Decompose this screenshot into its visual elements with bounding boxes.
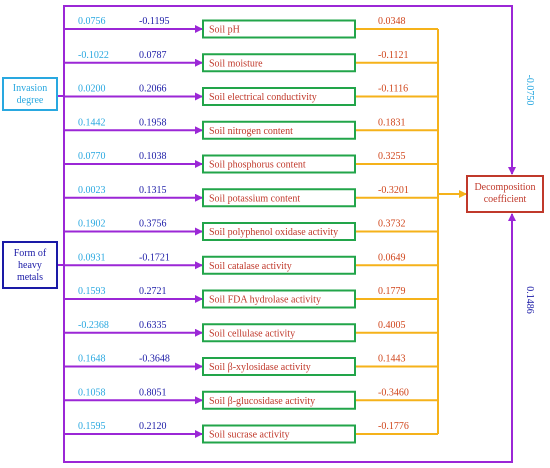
coef-invasion-label: 0.1593 <box>78 286 106 297</box>
mediator-box <box>202 390 356 410</box>
coef-out-label: -0.1776 <box>378 421 409 432</box>
coef-heavy-label: 0.3756 <box>139 219 167 230</box>
mediator-label: Soil moisture <box>209 58 263 69</box>
mediator-label: Soil pH <box>209 25 240 36</box>
coef-out-label: -0.1116 <box>378 84 408 95</box>
coef-out-label: 0.3255 <box>378 151 406 162</box>
decomposition-coefficient-label: coefficient <box>484 194 527 205</box>
coef-heavy-label: 0.0787 <box>139 50 167 61</box>
coef-invasion-label: 0.1058 <box>78 387 106 398</box>
heavy-metals-label: heavy <box>18 260 42 271</box>
coef-heavy-label: -0.3648 <box>139 354 170 365</box>
invasion-degree-label: degree <box>17 95 44 106</box>
coef-invasion-label: 0.1902 <box>78 219 106 230</box>
mediator-label: Soil cellulase activity <box>209 328 295 339</box>
coef-heavy-label: -0.1721 <box>139 252 170 263</box>
mediator-box <box>202 53 356 73</box>
coef-invasion-label: 0.1442 <box>78 117 106 128</box>
coef-out-label: 0.4005 <box>378 320 406 331</box>
coef-invasion-label: -0.2368 <box>78 320 109 331</box>
coef-heavy-label: 0.8051 <box>139 387 167 398</box>
mediator-label: Soil electrical conductivity <box>209 92 317 103</box>
mediator-box <box>202 154 356 174</box>
decomposition-coefficient-label: Decomposition <box>474 182 535 193</box>
coef-invasion-label: 0.1648 <box>78 354 106 365</box>
coef-invasion-label: 0.0770 <box>78 151 106 162</box>
coef-out-label: 0.0649 <box>378 252 406 263</box>
mediator-box <box>202 19 356 39</box>
mediator-box <box>202 222 356 241</box>
mediator-label: Soil potassium content <box>209 193 300 204</box>
coef-out-label: 0.3732 <box>378 219 406 230</box>
heavy-metals-label: Form of <box>14 248 47 259</box>
direct-path-heavy-coef: 0.1486 <box>524 286 535 314</box>
heavy-metals-box <box>2 241 58 289</box>
mediator-box <box>202 188 356 208</box>
mediator-label: Soil β-glucosidase activity <box>209 396 315 407</box>
mediator-label: Soil polyphenol oxidase activity <box>209 227 338 238</box>
coef-invasion-label: 0.0756 <box>78 16 106 27</box>
invasion-degree-label: Invasion <box>13 83 47 94</box>
decomposition-coefficient-box <box>466 175 544 213</box>
mediator-box <box>202 255 356 275</box>
mediator-label: Soil FDA hydrolase activity <box>209 295 321 306</box>
mediator-box <box>202 424 356 444</box>
coef-invasion-label: 0.0023 <box>78 185 106 196</box>
mediator-box <box>202 289 356 309</box>
mediator-label: Soil β-xylosidase activity <box>209 362 311 373</box>
mediator-label: Soil catalase activity <box>209 261 292 272</box>
direct-path-heavy-line <box>63 213 516 463</box>
mediator-label: Soil phosphorus content <box>209 160 306 171</box>
coef-out-label: 0.1443 <box>378 354 406 365</box>
heavy-metals-label: metals <box>17 272 43 283</box>
coef-out-label: -0.1121 <box>378 50 408 61</box>
mediator-box <box>202 323 356 343</box>
mediator-box <box>202 87 356 106</box>
coef-out-label: 0.1831 <box>378 117 406 128</box>
mediator-label: Soil nitrogen content <box>209 126 293 137</box>
coef-invasion-label: 0.1595 <box>78 421 106 432</box>
direct-path-invasion-coef: -0.0750 <box>524 75 535 106</box>
coef-heavy-label: 0.2120 <box>139 421 167 432</box>
coef-out-label: 0.0348 <box>378 16 406 27</box>
invasion-degree-box <box>2 77 58 111</box>
coef-heavy-label: 0.2066 <box>139 84 167 95</box>
coef-out-label: 0.1779 <box>378 286 406 297</box>
coef-heavy-label: 0.1315 <box>139 185 167 196</box>
mediator-box <box>202 120 356 140</box>
coef-invasion-label: 0.0200 <box>78 84 106 95</box>
coef-heavy-label: -0.1195 <box>139 16 169 27</box>
coef-heavy-label: 0.1958 <box>139 117 167 128</box>
coef-out-label: -0.3201 <box>378 185 409 196</box>
coef-heavy-label: 0.1038 <box>139 151 167 162</box>
coef-heavy-label: 0.6335 <box>139 320 167 331</box>
direct-path-invasion-line <box>63 5 516 175</box>
mediator-box <box>202 357 356 376</box>
coef-heavy-label: 0.2721 <box>139 286 167 297</box>
coef-invasion-label: 0.0931 <box>78 252 106 263</box>
mediator-label: Soil sucrase activity <box>209 430 290 441</box>
coef-invasion-label: -0.1022 <box>78 50 109 61</box>
coef-out-label: -0.3460 <box>378 387 409 398</box>
